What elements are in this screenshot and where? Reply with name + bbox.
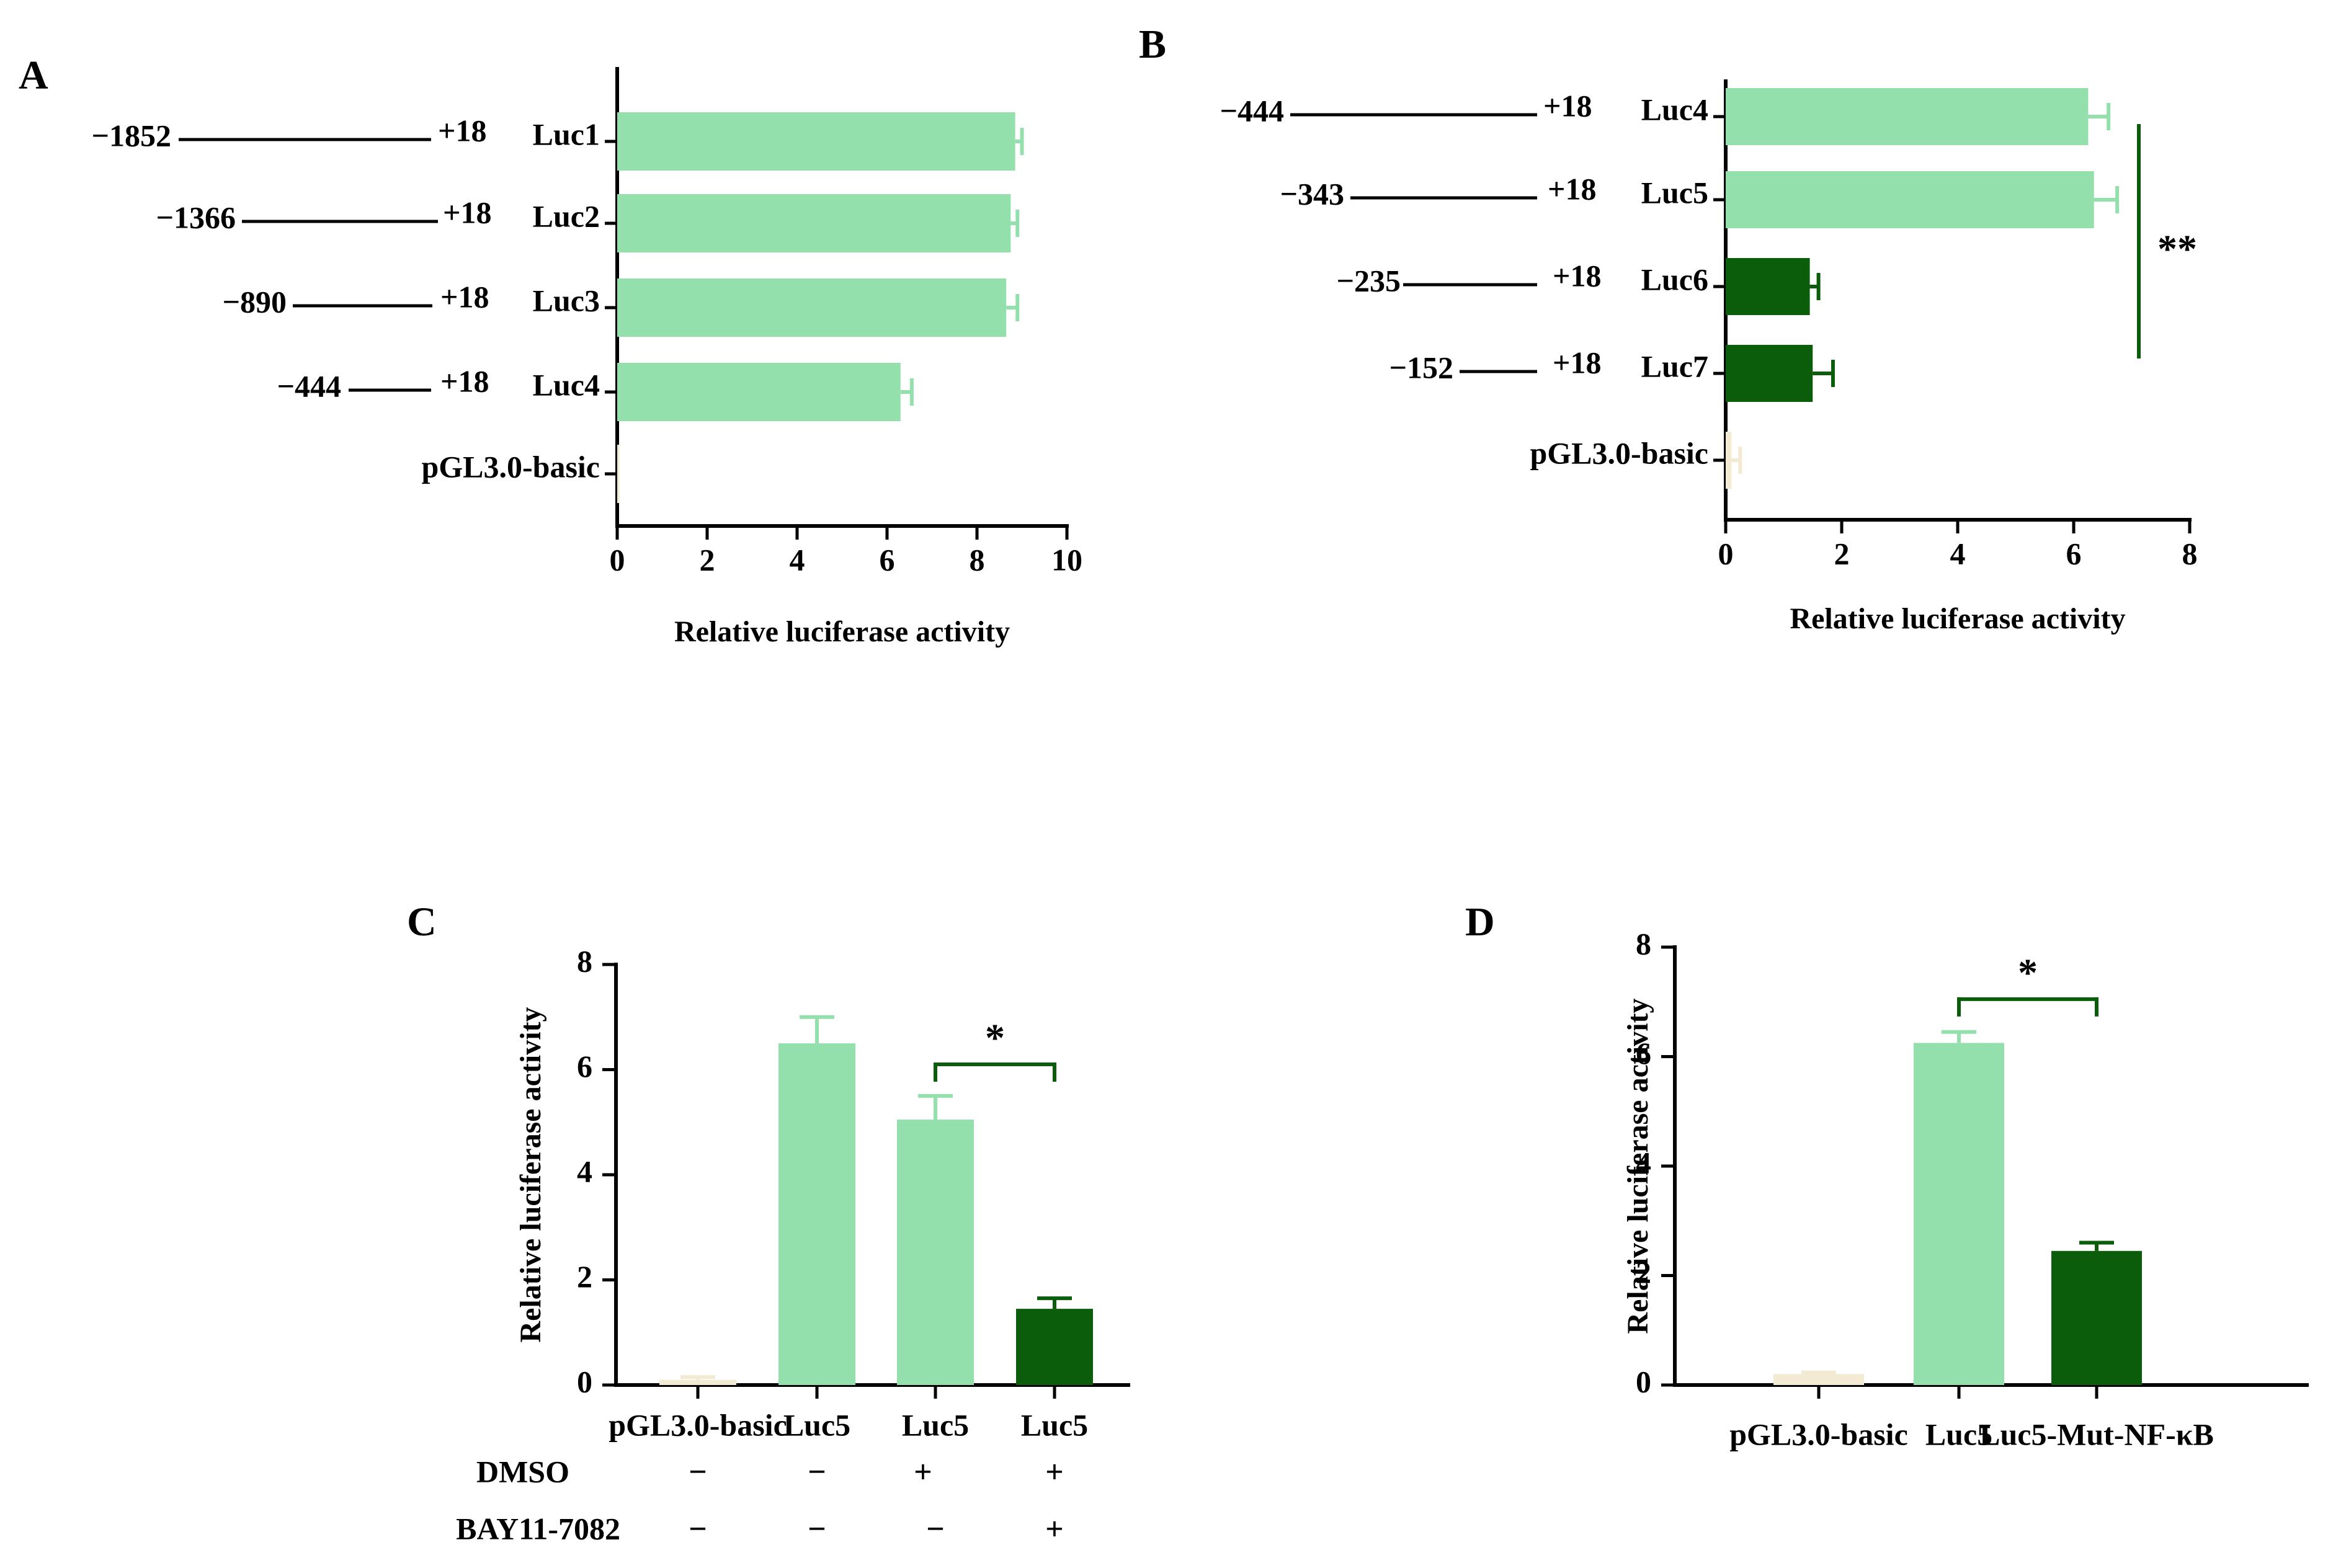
bar bbox=[617, 112, 1015, 171]
bar bbox=[1726, 258, 1810, 315]
construct-name-label: Luc7 bbox=[1641, 349, 1708, 383]
x-tick-label: 8 bbox=[970, 542, 985, 577]
panel-letter-A: A bbox=[19, 53, 48, 98]
category-label: Luc5 bbox=[783, 1407, 850, 1442]
treatment-sign: + bbox=[1045, 1512, 1064, 1547]
x-tick-label: 6 bbox=[880, 542, 895, 577]
x-tick-label: 2 bbox=[700, 542, 715, 577]
bar bbox=[659, 1379, 736, 1385]
bar bbox=[1773, 1374, 1864, 1385]
category-label: pGL3.0-basic bbox=[609, 1407, 787, 1442]
construct-end-label: +18 bbox=[440, 279, 489, 314]
construct-end-label: +18 bbox=[1553, 345, 1602, 380]
y-tick-label: 6 bbox=[1636, 1036, 1651, 1071]
bar bbox=[897, 1120, 974, 1385]
x-tick-label: 6 bbox=[2066, 536, 2082, 571]
y-tick-label: 6 bbox=[577, 1049, 592, 1084]
construct-end-label: +18 bbox=[438, 113, 487, 148]
bar bbox=[1726, 171, 2094, 228]
bar bbox=[617, 278, 1007, 337]
construct-start-label: −444 bbox=[277, 368, 342, 403]
x-tick-label: 2 bbox=[1834, 536, 1850, 571]
y-tick-label: 4 bbox=[1636, 1145, 1651, 1180]
construct-name-label: Luc1 bbox=[533, 117, 600, 151]
construct-name-label: Luc4 bbox=[1641, 92, 1708, 127]
category-label: pGL3.0-basic bbox=[421, 449, 600, 484]
construct-name-label: Luc3 bbox=[533, 283, 600, 318]
construct-end-label: +18 bbox=[1548, 171, 1597, 206]
construct-end-label: +18 bbox=[1553, 258, 1602, 293]
y-tick-label: 0 bbox=[577, 1364, 592, 1399]
construct-start-label: −1366 bbox=[156, 200, 236, 234]
significance-marker: * bbox=[985, 1016, 1005, 1060]
bar bbox=[2051, 1250, 2142, 1385]
construct-end-label: +18 bbox=[443, 195, 492, 229]
x-tick-label: 4 bbox=[1950, 536, 1966, 571]
construct-start-label: −890 bbox=[223, 284, 287, 319]
y-tick-label: 4 bbox=[577, 1154, 592, 1188]
category-label: Luc5 bbox=[1021, 1407, 1088, 1442]
treatment-sign: − bbox=[689, 1512, 707, 1547]
y-tick-label: 2 bbox=[577, 1259, 592, 1294]
y-tick-label: 8 bbox=[1636, 926, 1651, 961]
significance-marker: * bbox=[2018, 951, 2038, 995]
construct-end-label: +18 bbox=[440, 363, 489, 398]
bar bbox=[1726, 88, 2089, 145]
construct-end-label: +18 bbox=[1543, 88, 1592, 123]
category-label: Luc5 bbox=[902, 1407, 969, 1442]
x-tick-label: 8 bbox=[2182, 536, 2198, 571]
treatment-label: DMSO bbox=[476, 1454, 569, 1489]
bar bbox=[778, 1043, 855, 1385]
construct-name-label: Luc6 bbox=[1641, 262, 1708, 296]
y-tick-label: 0 bbox=[1636, 1364, 1651, 1399]
panel-letter-D: D bbox=[1465, 899, 1495, 945]
construct-start-label: −444 bbox=[1220, 93, 1285, 128]
bar bbox=[1016, 1309, 1093, 1385]
bar bbox=[617, 445, 620, 503]
treatment-label: BAY11-7082 bbox=[456, 1511, 620, 1546]
y-tick-label: 8 bbox=[577, 943, 592, 978]
y-axis-title: Relative luciferase activity bbox=[1621, 998, 1654, 1334]
bar bbox=[617, 363, 901, 421]
y-axis-title: Relative luciferase activity bbox=[514, 1007, 547, 1342]
construct-name-label: Luc2 bbox=[533, 198, 600, 233]
treatment-sign: − bbox=[926, 1512, 945, 1547]
panel-letter-C: C bbox=[407, 899, 437, 945]
category-label: Luc5-Mut-NF-κB bbox=[1979, 1417, 2214, 1451]
construct-start-label: −152 bbox=[1389, 350, 1454, 385]
panel-letter-B: B bbox=[1139, 22, 1166, 67]
construct-start-label: −1852 bbox=[92, 118, 172, 153]
category-label: pGL3.0-basic bbox=[1729, 1417, 1908, 1451]
x-tick-label: 10 bbox=[1051, 542, 1082, 577]
treatment-sign: − bbox=[808, 1512, 826, 1547]
significance-marker: ** bbox=[2157, 227, 2197, 271]
construct-start-label: −235 bbox=[1337, 263, 1401, 298]
x-tick-label: 4 bbox=[790, 542, 805, 577]
category-label: pGL3.0-basic bbox=[1530, 435, 1708, 470]
x-axis-title: Relative luciferase activity bbox=[674, 615, 1010, 648]
bar bbox=[1726, 345, 1813, 402]
construct-start-label: −343 bbox=[1280, 176, 1345, 211]
treatment-sign: − bbox=[808, 1454, 826, 1490]
treatment-sign: − bbox=[689, 1454, 707, 1490]
bar bbox=[617, 194, 1011, 252]
bar bbox=[1726, 432, 1732, 489]
bar bbox=[1914, 1043, 2004, 1385]
construct-name-label: Luc5 bbox=[1641, 175, 1708, 210]
treatment-sign: + bbox=[1045, 1454, 1064, 1490]
y-tick-label: 2 bbox=[1636, 1255, 1651, 1290]
x-tick-label: 0 bbox=[610, 542, 625, 577]
x-tick-label: 0 bbox=[1718, 536, 1734, 571]
construct-name-label: Luc4 bbox=[533, 367, 600, 402]
category-label: Luc5 bbox=[1925, 1417, 1992, 1451]
treatment-sign: + bbox=[914, 1454, 932, 1490]
x-axis-title: Relative luciferase activity bbox=[1790, 602, 2125, 635]
